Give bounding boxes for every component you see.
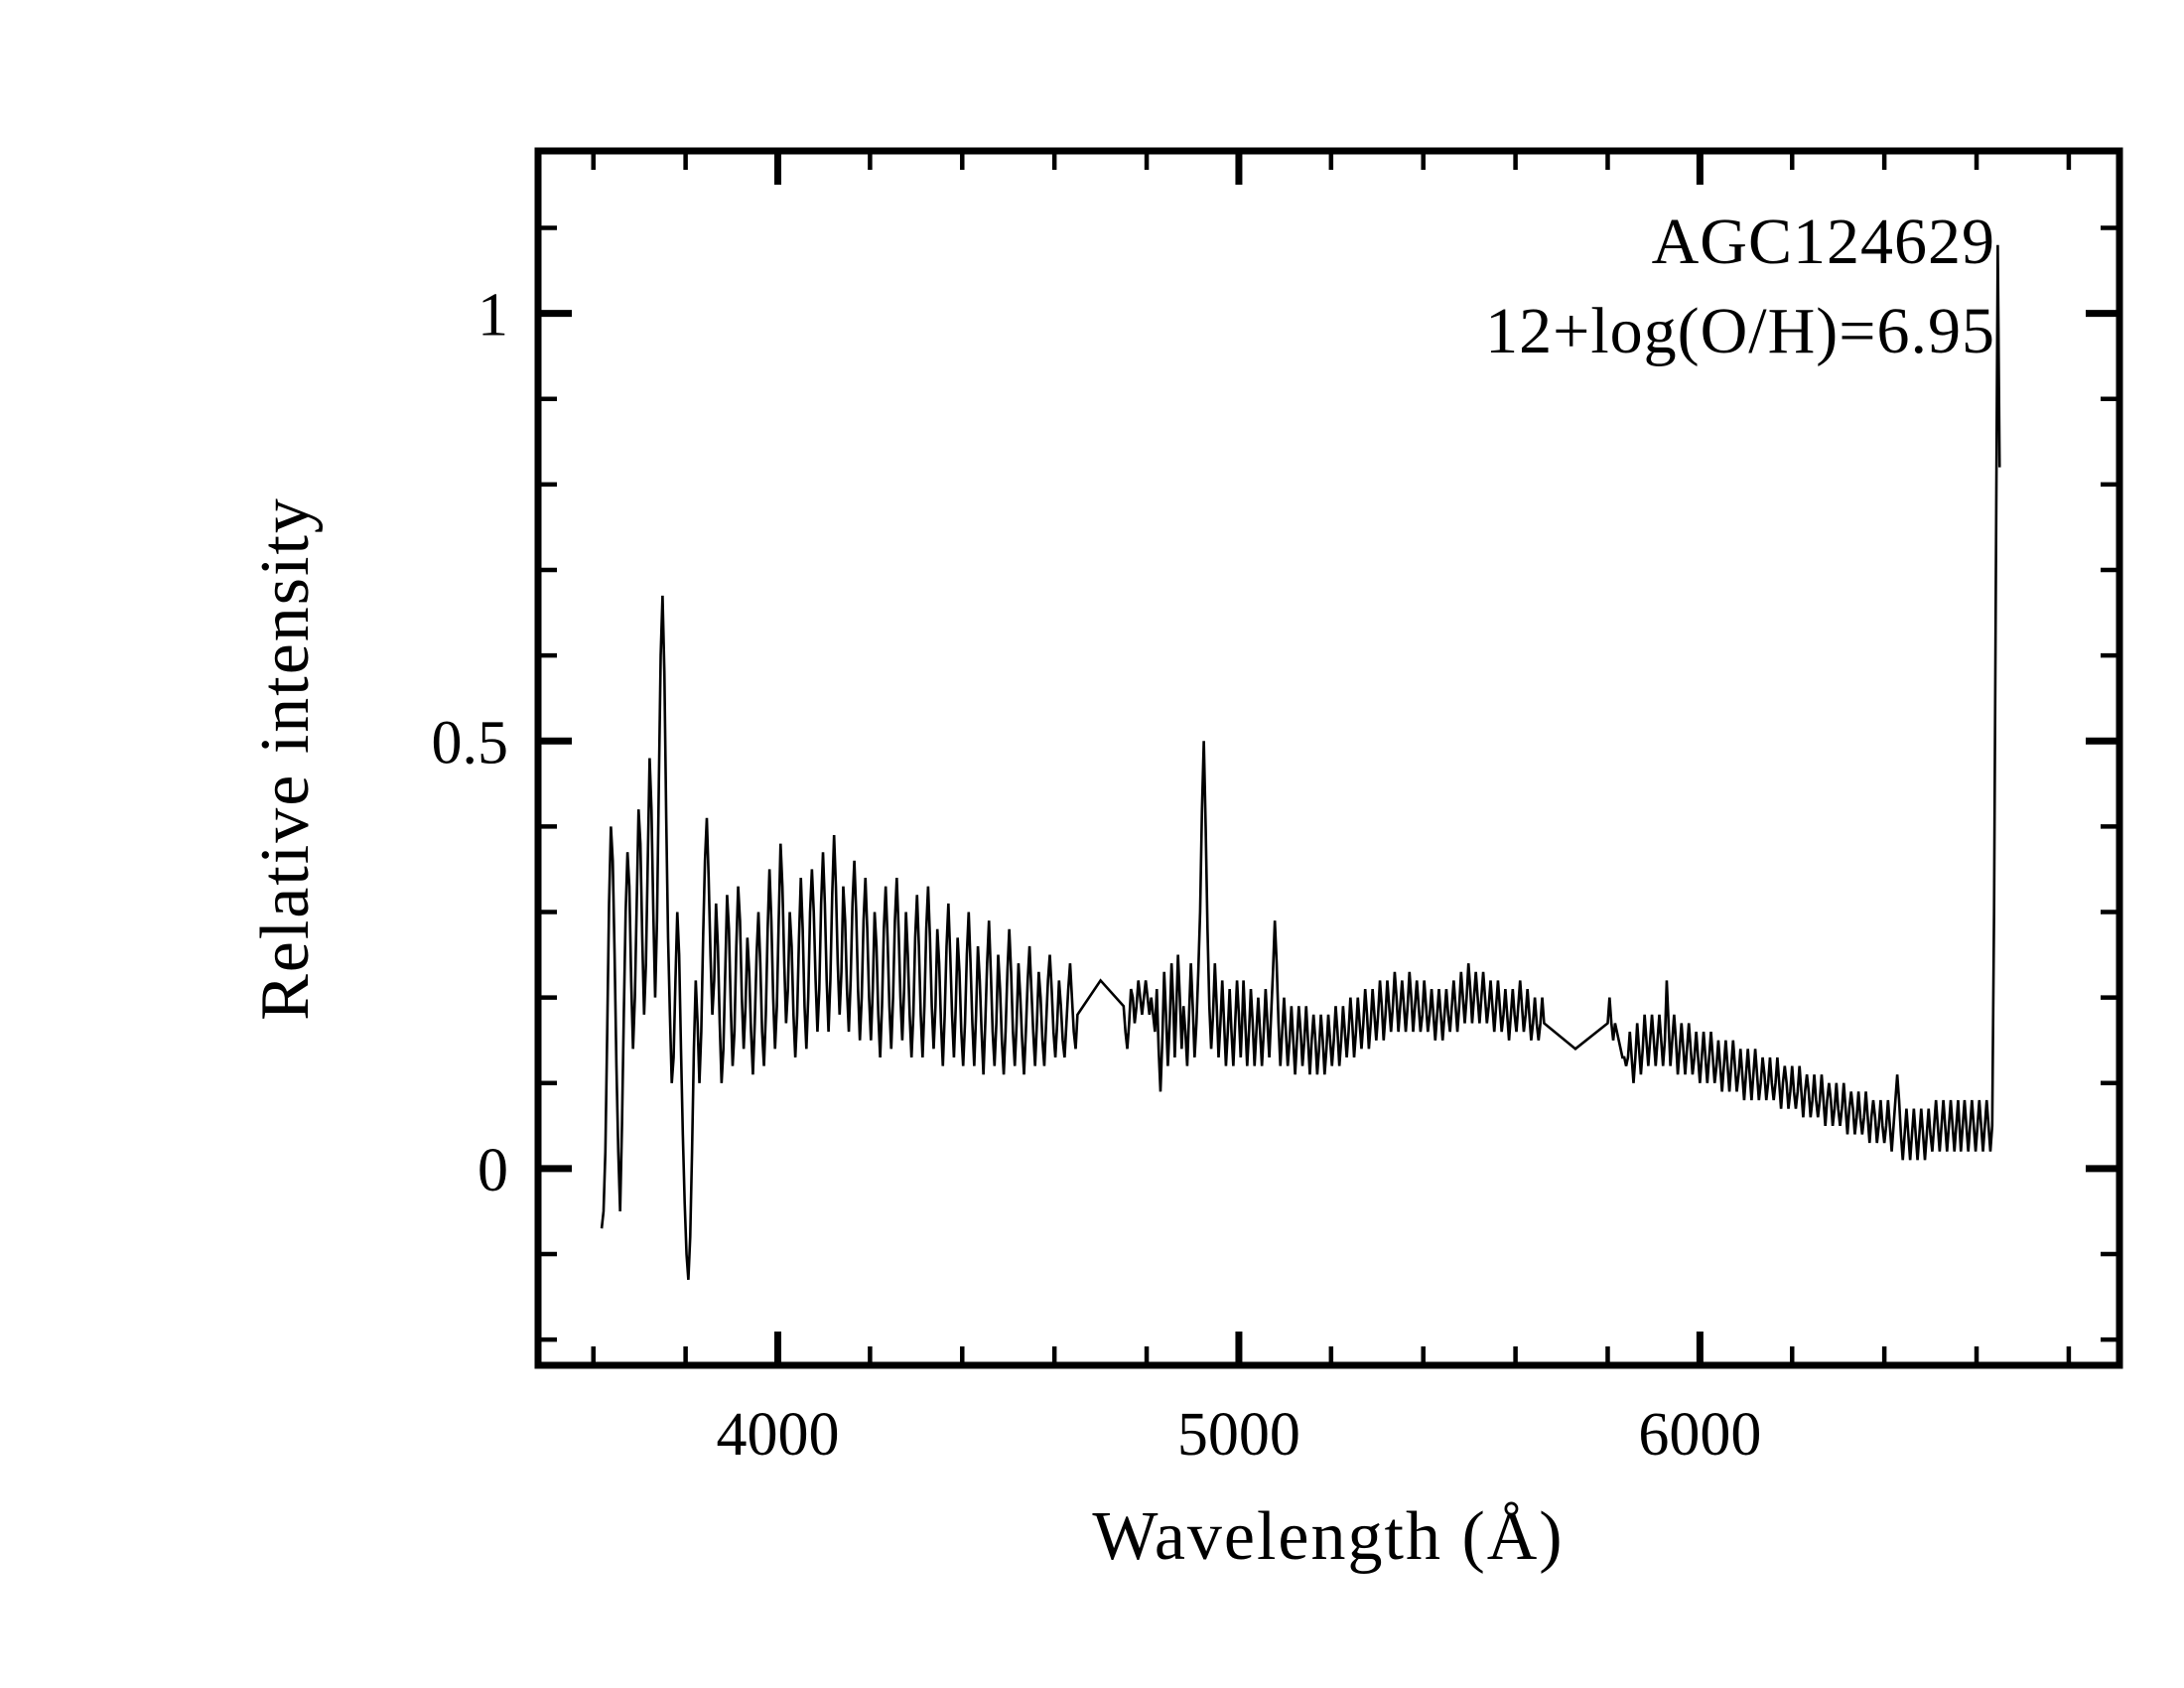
x-tick-label: 4000 <box>717 1401 840 1469</box>
y-tick-label: 0 <box>478 1137 508 1204</box>
y-axis-title: Relative intensity <box>247 496 324 1021</box>
x-axis-title: Wavelength (Å) <box>1092 1498 1564 1575</box>
metallicity-annotation: 12+log(O/H)=6.95 <box>1485 295 1995 367</box>
y-tick-label: 0.5 <box>432 709 509 776</box>
y-tick-labels: 00.51 <box>432 282 509 1204</box>
x-tick-label: 6000 <box>1638 1401 1761 1469</box>
x-tick-label: 5000 <box>1177 1401 1300 1469</box>
spectrum-trace <box>600 244 2001 1280</box>
x-tick-labels: 4000 5000 6000 <box>717 1401 1762 1469</box>
axes-frame <box>534 147 2123 1369</box>
y-tick-label: 1 <box>478 282 508 350</box>
object-name-annotation: AGC124629 <box>1652 206 1995 278</box>
axis-ticks <box>538 151 2119 1365</box>
